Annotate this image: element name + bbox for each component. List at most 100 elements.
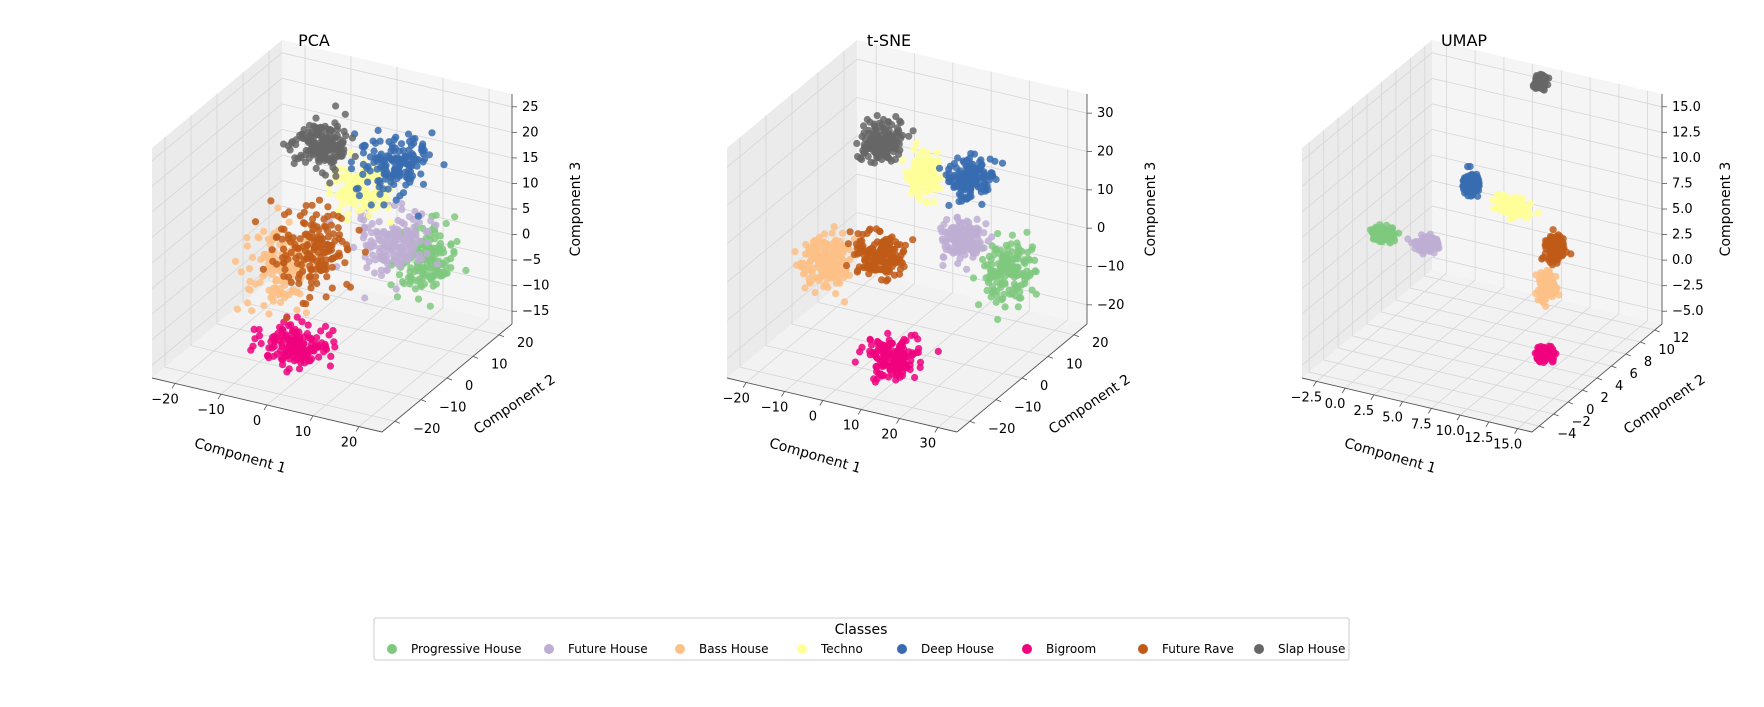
data-point (998, 280, 1006, 288)
data-point (315, 158, 323, 166)
data-point (896, 265, 905, 273)
data-point (1000, 290, 1008, 298)
data-point (1555, 242, 1563, 250)
grid-line-y (817, 72, 1049, 357)
legend-label: Future House (568, 642, 648, 656)
data-point (969, 231, 977, 239)
data-point (326, 362, 334, 370)
data-point (317, 327, 325, 335)
data-point (970, 168, 978, 176)
data-point (361, 294, 369, 302)
data-point (385, 138, 393, 146)
grid-line-z (1301, 256, 1663, 366)
data-point (237, 268, 245, 276)
data-point (260, 227, 268, 235)
data-point (451, 213, 459, 221)
data-point (914, 193, 922, 201)
data-point (411, 285, 419, 293)
data-point (992, 298, 1000, 306)
grid-line-z (151, 128, 513, 238)
grid-line-x (937, 89, 1069, 428)
data-point (1024, 248, 1032, 256)
series-deep-house (935, 150, 1007, 209)
data-point (1543, 274, 1551, 282)
grid-line-y (1308, 142, 1540, 427)
data-point (886, 234, 894, 243)
data-point (245, 265, 254, 273)
x-tick (309, 415, 314, 422)
data-point (1013, 264, 1021, 272)
x-tick-label: 0 (809, 410, 817, 425)
data-point (410, 155, 418, 163)
data-point (906, 174, 914, 182)
x-tick-label: 15.0 (1493, 438, 1522, 453)
data-point (1517, 211, 1525, 219)
data-point (347, 158, 355, 166)
x-tick-label: −10 (197, 403, 224, 418)
data-point (304, 347, 312, 355)
data-point (844, 240, 853, 248)
data-point (265, 344, 273, 352)
data-point (395, 271, 404, 279)
legend-label: Bigroom (1046, 642, 1096, 656)
grid-line-y (765, 115, 997, 400)
data-point (249, 342, 257, 350)
data-point (415, 251, 424, 259)
grid-line-y (164, 137, 396, 422)
data-point (447, 255, 455, 263)
z-tick-label: −15 (522, 304, 549, 319)
data-point (397, 140, 406, 148)
data-point (270, 352, 278, 360)
data-point (875, 119, 884, 127)
data-point (287, 249, 295, 257)
y-tick-label: 4 (1615, 379, 1623, 394)
grid-line-z (1301, 205, 1663, 315)
data-point (1533, 355, 1541, 363)
x-tick (1313, 381, 1317, 387)
data-point (813, 274, 821, 282)
data-point (828, 229, 836, 237)
panel-title: t-SNE (867, 31, 911, 50)
data-point (914, 155, 922, 163)
x-tick (1370, 394, 1375, 401)
data-point (263, 352, 272, 360)
grid-line-y (739, 137, 971, 422)
data-point (314, 142, 322, 150)
series-progressive-house (966, 224, 1040, 324)
data-point (364, 224, 372, 232)
data-point (901, 241, 910, 249)
y-tick (1654, 329, 1660, 333)
data-point (429, 282, 437, 290)
data-point (384, 185, 392, 193)
data-point (987, 267, 995, 275)
data-point (343, 280, 351, 288)
data-point (287, 321, 295, 329)
y-tick-label: 8 (1644, 355, 1652, 370)
data-point (295, 279, 303, 287)
data-point (357, 215, 365, 223)
data-point (369, 251, 377, 259)
grid-line-z (1301, 52, 1663, 162)
legend-label: Techno (820, 642, 863, 656)
data-point (337, 145, 345, 153)
x-tick-label: 7.5 (1411, 417, 1432, 432)
data-point (305, 121, 314, 129)
data-point (285, 350, 293, 358)
data-point (916, 358, 925, 366)
data-point (321, 222, 329, 230)
data-point (983, 286, 991, 294)
data-point (956, 255, 964, 263)
data-point (876, 227, 884, 236)
data-point (927, 170, 935, 178)
y-axis-label: Component 2 (1046, 372, 1133, 438)
data-point (866, 253, 874, 261)
legend-item: Progressive House (387, 642, 521, 656)
legend-item: Slap House (1254, 642, 1345, 656)
data-point (390, 147, 398, 155)
data-point (399, 147, 407, 155)
z-tick-label: −2.5 (1672, 279, 1704, 294)
data-point (383, 169, 391, 177)
data-point (1527, 199, 1535, 208)
y-tick-label: −4 (1557, 427, 1576, 442)
